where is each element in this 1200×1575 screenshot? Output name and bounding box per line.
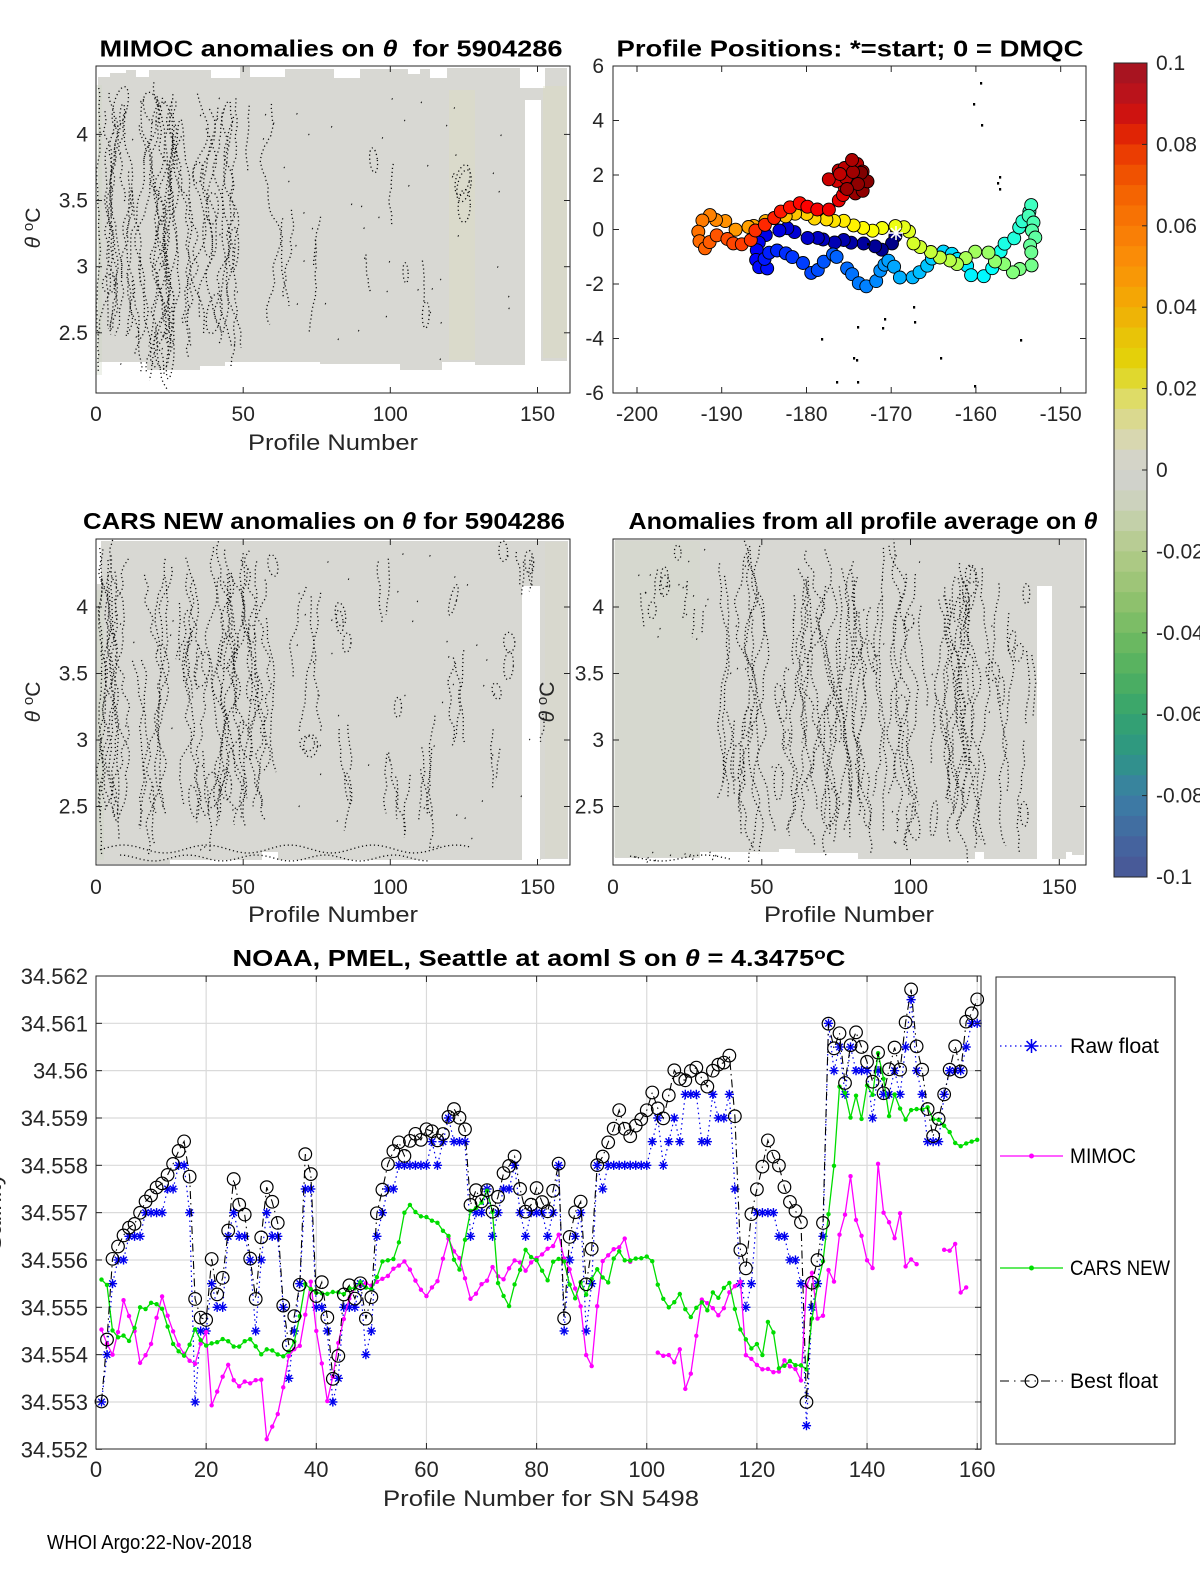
svg-text:150: 150 [520, 403, 555, 426]
svg-text:Profile Number: Profile Number [248, 430, 418, 455]
svg-text:-180: -180 [785, 403, 827, 426]
svg-text:-0.04: -0.04 [1156, 622, 1200, 645]
svg-text:150: 150 [520, 876, 555, 899]
svg-text:3: 3 [76, 729, 88, 752]
svg-text:150: 150 [1042, 876, 1077, 899]
svg-text:34.555: 34.555 [21, 1295, 88, 1320]
svg-text:100: 100 [373, 403, 408, 426]
svg-text:80: 80 [524, 1457, 548, 1482]
svg-text:-200: -200 [616, 403, 658, 426]
svg-text:40: 40 [304, 1457, 328, 1482]
svg-text:34.562: 34.562 [21, 964, 88, 989]
svg-text:0: 0 [607, 876, 619, 899]
svg-text:34.557: 34.557 [21, 1201, 88, 1226]
svg-text:140: 140 [849, 1457, 886, 1482]
svg-text:CARS NEW: CARS NEW [1070, 1257, 1170, 1280]
svg-text:θ oC: θ oC [20, 208, 45, 249]
svg-text:34.556: 34.556 [21, 1248, 88, 1273]
svg-text:50: 50 [232, 403, 255, 426]
svg-text:50: 50 [232, 876, 255, 899]
svg-text:2.5: 2.5 [59, 796, 88, 819]
svg-text:Profile Number: Profile Number [764, 902, 934, 927]
svg-text:-160: -160 [955, 403, 997, 426]
svg-text:100: 100 [373, 876, 408, 899]
svg-text:4: 4 [592, 110, 604, 133]
svg-text:0.02: 0.02 [1156, 378, 1197, 401]
svg-text:MIMOC: MIMOC [1070, 1145, 1136, 1168]
svg-text:Best float: Best float [1070, 1370, 1158, 1393]
svg-text:60: 60 [414, 1457, 438, 1482]
svg-text:Profile Number for SN 5498: Profile Number for SN 5498 [383, 1486, 699, 1511]
svg-text:3: 3 [592, 729, 604, 752]
svg-text:3.5: 3.5 [575, 663, 604, 686]
svg-text:Salinity: Salinity [0, 1173, 6, 1251]
svg-text:0: 0 [90, 1457, 102, 1482]
svg-text:0: 0 [1156, 459, 1168, 482]
svg-text:50: 50 [750, 876, 773, 899]
svg-text:-190: -190 [701, 403, 743, 426]
svg-text:NOAA, PMEL, Seattle at aoml S: NOAA, PMEL, Seattle at aoml S on θ = 4.3… [233, 945, 846, 971]
svg-text:CARS NEW anomalies on θ for 59: CARS NEW anomalies on θ for 5904286 [83, 508, 565, 534]
svg-text:0.1: 0.1 [1156, 52, 1185, 75]
svg-text:Profile Number: Profile Number [248, 902, 418, 927]
svg-text:20: 20 [194, 1457, 218, 1482]
svg-text:-0.08: -0.08 [1156, 785, 1200, 808]
svg-text:100: 100 [893, 876, 928, 899]
svg-text:34.554: 34.554 [21, 1343, 88, 1368]
svg-text:-150: -150 [1040, 403, 1082, 426]
svg-text:Profile Positions: *=start; 0: Profile Positions: *=start; 0 = DMQC [617, 36, 1084, 62]
svg-text:-0.02: -0.02 [1156, 540, 1200, 563]
svg-text:34.559: 34.559 [21, 1106, 88, 1131]
svg-text:2.5: 2.5 [575, 796, 604, 819]
svg-text:34.552: 34.552 [21, 1437, 88, 1462]
svg-text:2.5: 2.5 [59, 322, 88, 345]
svg-text:4: 4 [76, 596, 88, 619]
svg-text:-170: -170 [870, 403, 912, 426]
svg-text:3.5: 3.5 [59, 663, 88, 686]
svg-text:θ oC: θ oC [20, 682, 45, 723]
svg-text:-0.06: -0.06 [1156, 703, 1200, 726]
svg-text:4: 4 [76, 123, 88, 146]
svg-text:4: 4 [592, 596, 604, 619]
svg-text:-0.1: -0.1 [1156, 866, 1192, 889]
svg-text:0: 0 [592, 219, 604, 242]
svg-text:3: 3 [76, 256, 88, 279]
svg-text:34.56: 34.56 [33, 1059, 88, 1084]
svg-text:0: 0 [90, 876, 102, 899]
svg-text:θ oC: θ oC [534, 682, 559, 723]
svg-text:160: 160 [959, 1457, 996, 1482]
svg-text:34.561: 34.561 [21, 1011, 88, 1036]
svg-text:-4: -4 [585, 328, 604, 351]
svg-text:0: 0 [90, 403, 102, 426]
svg-text:34.553: 34.553 [21, 1390, 88, 1415]
svg-text:3.5: 3.5 [59, 190, 88, 213]
svg-text:0.06: 0.06 [1156, 215, 1197, 238]
svg-text:34.558: 34.558 [21, 1153, 88, 1178]
svg-text:Anomalies from all profile ave: Anomalies from all profile average on θ [629, 508, 1098, 534]
svg-text:100: 100 [628, 1457, 665, 1482]
svg-text:120: 120 [739, 1457, 776, 1482]
svg-text:6: 6 [592, 55, 604, 78]
svg-text:2: 2 [592, 164, 604, 187]
svg-text:-2: -2 [585, 273, 604, 296]
svg-text:MIMOC anomalies on θ for 5904: MIMOC anomalies on θ for 5904286 [100, 36, 563, 62]
svg-text:-6: -6 [585, 382, 604, 405]
svg-text:Raw float: Raw float [1070, 1035, 1159, 1058]
svg-text:WHOI Argo:22-Nov-2018: WHOI Argo:22-Nov-2018 [47, 1532, 252, 1554]
svg-text:0.04: 0.04 [1156, 296, 1197, 319]
svg-text:0.08: 0.08 [1156, 133, 1197, 156]
